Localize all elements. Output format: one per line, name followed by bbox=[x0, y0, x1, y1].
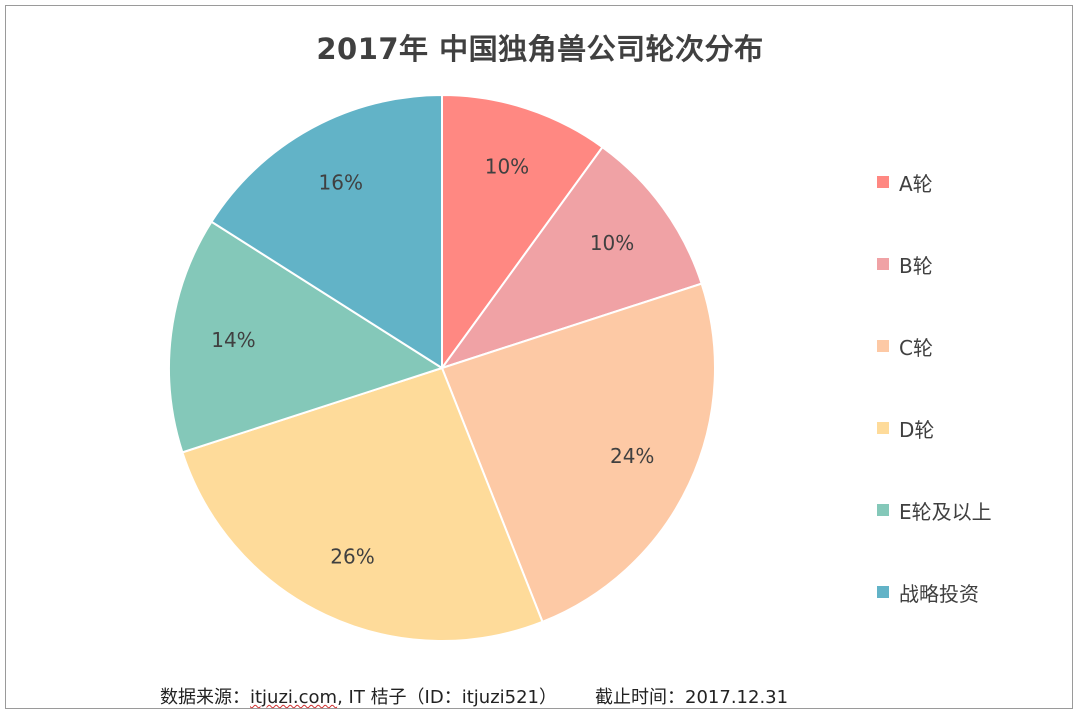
legend-label: E轮及以上 bbox=[899, 499, 992, 524]
legend-label: C轮 bbox=[899, 335, 933, 360]
legend-label: D轮 bbox=[899, 417, 935, 442]
pie-slice-2 bbox=[439, 145, 703, 370]
slice-label-5: 14% bbox=[211, 328, 255, 352]
legend-label: 战略投资 bbox=[899, 581, 979, 606]
legend-label: B轮 bbox=[899, 253, 933, 278]
pie-slice-6 bbox=[210, 93, 443, 370]
legend-swatch bbox=[877, 258, 889, 270]
legend-swatch bbox=[877, 340, 889, 352]
slice-label-4: 26% bbox=[330, 545, 374, 569]
legend-item-3: C轮 bbox=[877, 305, 992, 387]
source-rest: , IT 桔子（ID：itjuzi521） bbox=[337, 687, 558, 708]
slice-label-2: 10% bbox=[590, 231, 634, 255]
slice-label-6: 16% bbox=[319, 170, 363, 194]
legend-swatch bbox=[877, 586, 889, 598]
footer-source: 数据来源：itjuzi.com, IT 桔子（ID：itjuzi521） 截止时间… bbox=[160, 683, 788, 709]
legend-swatch bbox=[877, 176, 889, 188]
legend-label: A轮 bbox=[899, 171, 933, 196]
legend-item-4: D轮 bbox=[877, 387, 992, 469]
source-prefix: 数据来源： bbox=[160, 687, 250, 708]
pie-slice-1 bbox=[441, 93, 604, 372]
pie-slice-3 bbox=[440, 282, 716, 624]
pie-slice-5 bbox=[168, 220, 445, 454]
legend: A轮 B轮 C轮 D轮 E轮及以上战略投资 bbox=[877, 141, 992, 633]
chart-title: 2017年 中国独角兽公司轮次分布 bbox=[316, 32, 764, 66]
legend-item-2: B轮 bbox=[877, 223, 992, 305]
slice-label-3: 24% bbox=[610, 444, 654, 468]
pie-slice-4 bbox=[181, 366, 544, 642]
legend-item-1: A轮 bbox=[877, 141, 992, 223]
cutoff-date: 截止时间：2017.12.31 bbox=[595, 687, 789, 708]
legend-swatch bbox=[877, 422, 889, 434]
legend-item-6: 战略投资 bbox=[877, 551, 992, 633]
slice-label-1: 10% bbox=[485, 155, 529, 179]
source-site: itjuzi.com bbox=[250, 687, 338, 708]
legend-item-5: E轮及以上 bbox=[877, 469, 992, 551]
legend-swatch bbox=[877, 504, 889, 516]
